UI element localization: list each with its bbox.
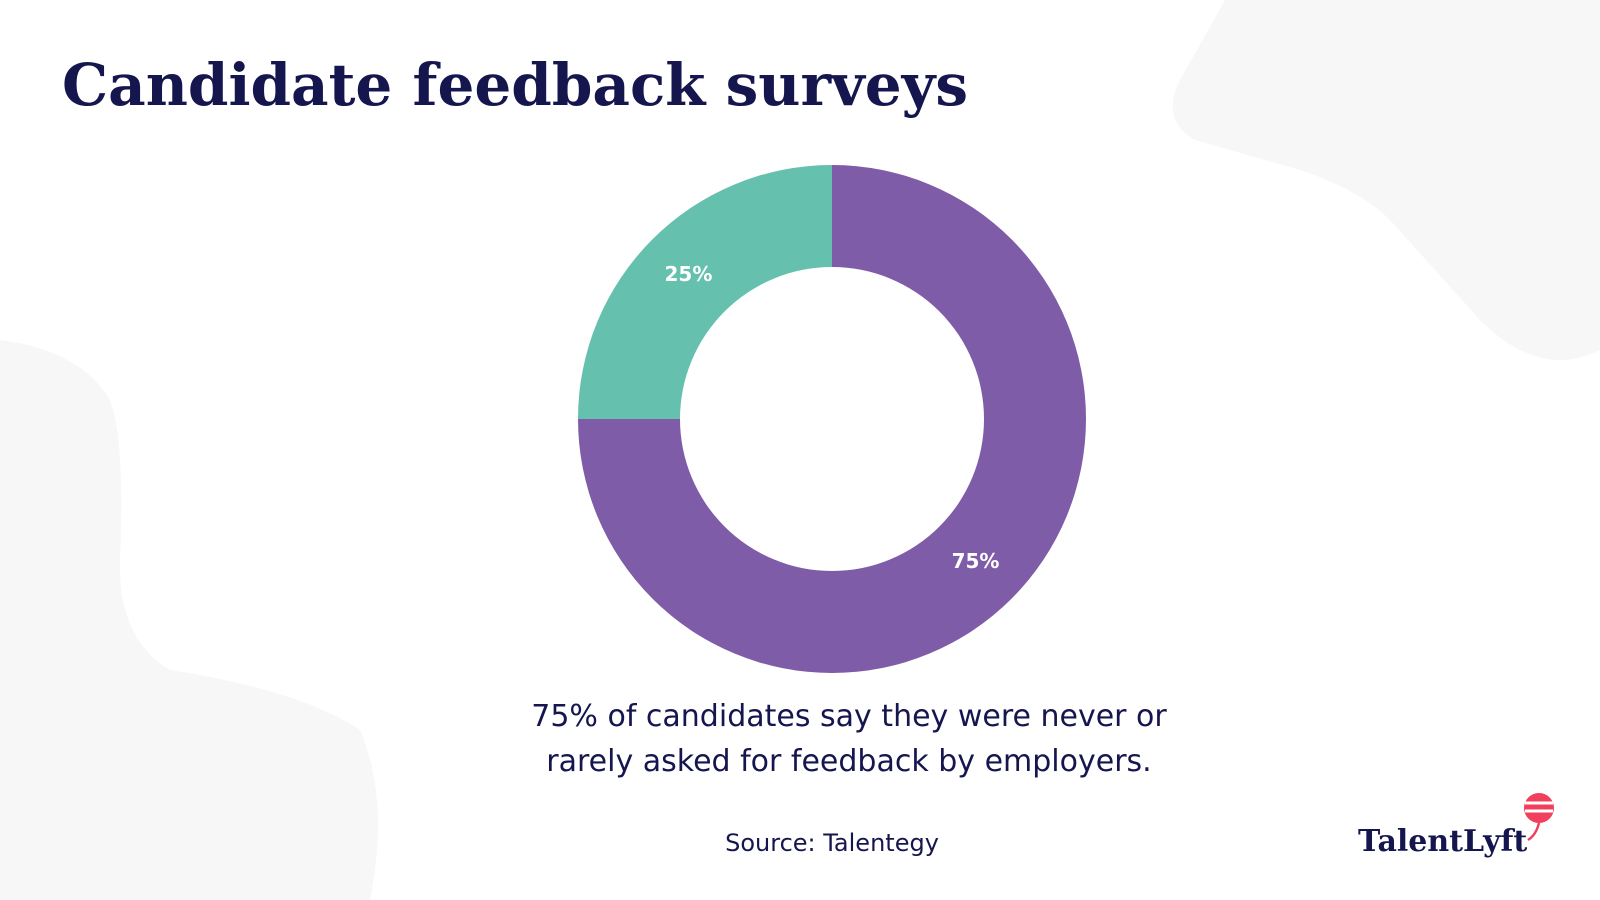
donut: 75% 25%: [578, 165, 1086, 673]
data-label: 25%: [665, 262, 713, 286]
chart-title: Candidate feedback surveys: [62, 51, 968, 119]
background-blob: [0, 340, 378, 900]
source: Source: Talentegy: [725, 829, 939, 857]
logo-text: TalentLyft: [1358, 824, 1527, 859]
donut-slice: [578, 165, 1086, 673]
data-label: 75%: [952, 549, 1000, 573]
caption-line: 75% of candidates say they were never or: [531, 699, 1167, 734]
caption-line: rarely asked for feedback by employers.: [546, 744, 1151, 779]
donut-slice: [578, 165, 832, 419]
background-blob: [1172, 0, 1600, 360]
logo-balloon: [1524, 793, 1554, 842]
